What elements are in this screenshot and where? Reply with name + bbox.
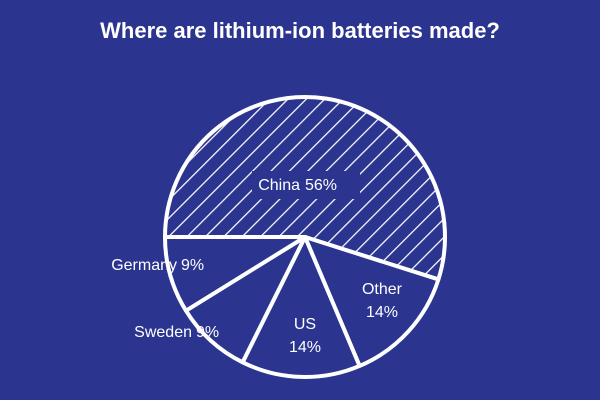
slice-label: Other bbox=[362, 281, 403, 298]
slice-label: Sweden bbox=[134, 324, 192, 341]
value-label: 9% bbox=[181, 257, 204, 274]
slice-label: US bbox=[294, 316, 316, 333]
pie-slice bbox=[163, 235, 307, 313]
value-label: 14% bbox=[289, 339, 321, 356]
slice-label: Germany bbox=[111, 257, 177, 274]
value-label: 56% bbox=[305, 177, 337, 194]
label-background bbox=[252, 171, 360, 199]
pie-slice bbox=[303, 235, 441, 368]
value-label: 14% bbox=[366, 304, 398, 321]
value-label: 9% bbox=[196, 324, 219, 341]
slice-label: China bbox=[258, 177, 300, 194]
chart-title: Where are lithium-ion batteries made? bbox=[100, 18, 500, 43]
pie-slice bbox=[240, 235, 362, 379]
